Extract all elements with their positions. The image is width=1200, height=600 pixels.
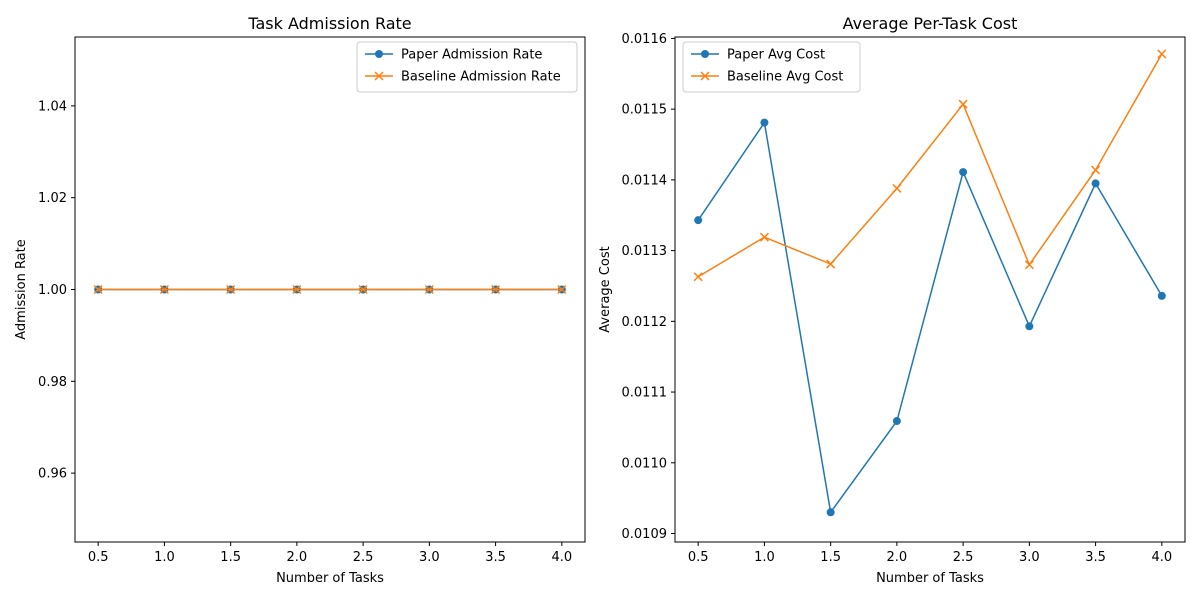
- data-point: [826, 259, 836, 269]
- data-point: [1025, 322, 1034, 331]
- data-point: [892, 183, 902, 193]
- legend-label: Baseline Admission Rate: [401, 70, 561, 85]
- data-point: [1024, 260, 1034, 270]
- y-axis-label: Admission Rate: [14, 239, 29, 339]
- data-point: [1091, 165, 1101, 175]
- x-tick-label: 4.0: [1151, 550, 1172, 565]
- data-point: [958, 99, 968, 109]
- chart-1: Task Admission Rate Number of Tasks Admiss…: [14, 14, 586, 586]
- series-2: [93, 284, 567, 295]
- x-tick-label: 3.0: [1019, 550, 1040, 565]
- data-point: [159, 284, 169, 295]
- series-1: [694, 118, 1166, 517]
- data-point: [959, 168, 968, 177]
- legend-label: Paper Admission Rate: [401, 48, 542, 63]
- data-point: [1091, 179, 1100, 188]
- data-point: [694, 216, 703, 225]
- y-tick-label: 0.96: [38, 467, 67, 482]
- y-tick-label: 0.98: [38, 375, 67, 390]
- series-line: [697, 120, 1163, 515]
- data-point: [1157, 49, 1167, 59]
- legend-box: [682, 41, 861, 93]
- x-tick-label: 3.5: [1085, 550, 1106, 565]
- y-tick-label: 1.00: [38, 283, 67, 298]
- data-point: [93, 284, 103, 295]
- y-tick-label: 1.04: [38, 99, 67, 114]
- x-tick-label: 2.0: [287, 550, 308, 565]
- legend-marker: [700, 71, 710, 81]
- legend-box: [356, 41, 578, 93]
- legend-marker: [375, 50, 383, 58]
- data-point: [892, 417, 901, 426]
- legend: Paper Admission Rate Baseline Admission R…: [356, 41, 578, 93]
- legend: Paper Avg Cost Baseline Avg Cost: [682, 41, 861, 93]
- y-tick-label: 0.0112: [622, 315, 668, 330]
- data-point: [826, 508, 835, 517]
- x-tick-label: 2.5: [353, 550, 374, 565]
- data-point: [557, 284, 567, 295]
- legend-marker: [701, 50, 709, 58]
- y-tick-label: 0.0115: [622, 103, 668, 118]
- x-tick-label: 2.5: [953, 550, 974, 565]
- y-tick-label: 0.0110: [622, 456, 668, 471]
- series-line: [697, 53, 1163, 278]
- legend-label: Baseline Avg Cost: [727, 70, 843, 85]
- data-point: [759, 232, 769, 242]
- data-point: [424, 284, 434, 295]
- chart-title: Average Per-Task Cost: [843, 14, 1018, 33]
- y-tick-label: 0.0116: [622, 32, 668, 47]
- y-tick-label: 0.0111: [622, 386, 668, 401]
- chart-2: Average Per-Task Cost Number of Tasks Aver…: [598, 14, 1186, 586]
- y-tick-label: 0.0113: [622, 244, 668, 259]
- data-point: [760, 118, 769, 127]
- x-tick-label: 1.5: [820, 550, 841, 565]
- x-tick-label: 4.0: [551, 550, 572, 565]
- y-tick-label: 1.02: [38, 191, 67, 206]
- y-axis-label: Average Cost: [598, 246, 613, 332]
- y-tick-label: 0.0114: [622, 173, 668, 188]
- plot-frame: [674, 36, 1186, 543]
- data-point: [226, 284, 236, 295]
- data-point: [1157, 291, 1166, 300]
- x-tick-label: 1.5: [220, 550, 241, 565]
- x-axis-label: Number of Tasks: [276, 571, 384, 586]
- data-point: [358, 284, 368, 295]
- x-tick-label: 1.0: [154, 550, 175, 565]
- plot-frame: [74, 36, 586, 543]
- x-axis-label: Number of Tasks: [876, 571, 984, 586]
- y-tick-label: 0.0109: [622, 527, 668, 542]
- legend-label: Paper Avg Cost: [727, 48, 825, 63]
- chart-title: Task Admission Rate: [247, 14, 411, 33]
- data-point: [491, 284, 501, 295]
- x-tick-label: 2.0: [887, 550, 908, 565]
- data-point: [292, 284, 302, 295]
- x-tick-label: 3.5: [485, 550, 506, 565]
- x-tick-label: 0.5: [88, 550, 109, 565]
- x-tick-label: 1.0: [754, 550, 775, 565]
- series-2: [693, 49, 1167, 282]
- legend-marker: [374, 71, 384, 81]
- x-tick-label: 3.0: [419, 550, 440, 565]
- x-tick-label: 0.5: [688, 550, 709, 565]
- data-point: [693, 272, 703, 282]
